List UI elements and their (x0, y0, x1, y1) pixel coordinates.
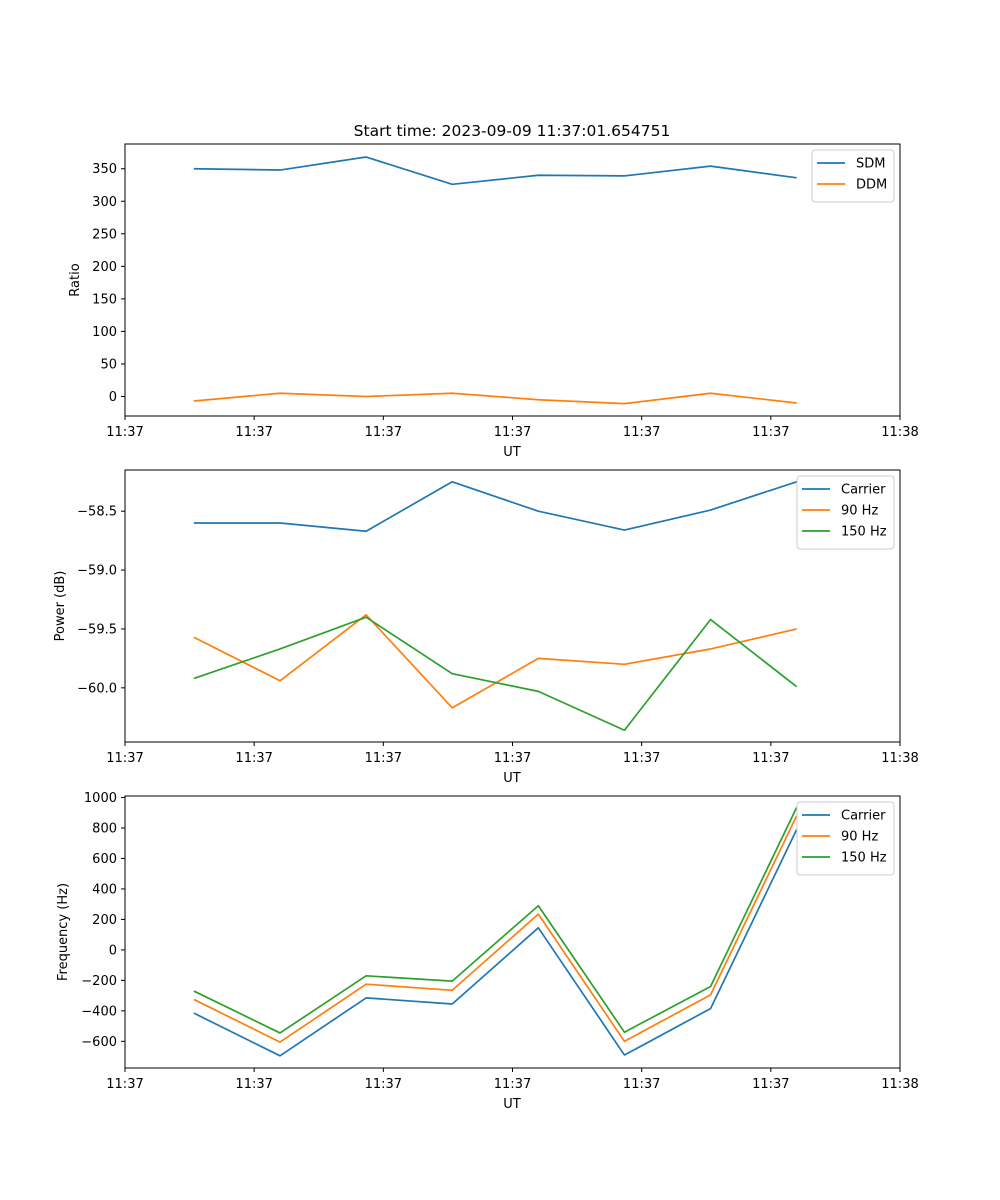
frequency-y-tick-label: −600 (81, 1035, 117, 1050)
power-panel: UT Power (dB) 11:37 11:37 11:37 11:37 11:37 1… (53, 469, 919, 786)
frequency-series-carrier (193, 829, 798, 1057)
ratio-x-tick-label: 11:37 (752, 425, 789, 440)
ratio-y-tick-label: 150 (92, 292, 117, 307)
ratio-y-tick-label: 50 (100, 357, 117, 372)
power-y-tick-label: −60.0 (77, 681, 117, 696)
power-x-tick-label: 11:37 (365, 751, 402, 766)
power-x-tick-label: 11:37 (752, 751, 789, 766)
power-xlabel: UT (503, 771, 521, 786)
power-x-tick-label: 11:38 (881, 751, 918, 766)
frequency-y-tick-label: −400 (81, 1004, 117, 1019)
ratio-legend-label-ddm: DDM (856, 178, 887, 193)
frequency-x-tick-label: 11:37 (235, 1077, 272, 1092)
ratio-y-tick-label: 350 (92, 162, 117, 177)
ratio-y-tick-label: 200 (92, 260, 117, 275)
ratio-series-sdm (193, 156, 797, 186)
frequency-ylabel: Frequency (Hz) (56, 883, 71, 981)
power-series-150-hz (193, 616, 798, 732)
power-x-tick-label: 11:37 (494, 751, 531, 766)
frequency-x-tick-label: 11:37 (365, 1077, 402, 1092)
ratio-xlabel: UT (503, 445, 521, 460)
power-x-tick-label: 11:37 (235, 751, 272, 766)
frequency-panel: UT Frequency (Hz) 11:37 11:37 11:37 11:37 11… (56, 791, 919, 1112)
ratio-y-tick-label: 0 (109, 390, 117, 405)
frequency-x-tick-label: 11:37 (623, 1077, 660, 1092)
frequency-legend-label-90-hz: 90 Hz (841, 830, 878, 845)
ratio-y-tick-label: 300 (92, 195, 117, 210)
ratio-x-tick-label: 11:38 (881, 425, 918, 440)
frequency-plot-frame (124, 795, 901, 1069)
frequency-y-tick-label: 200 (92, 913, 117, 928)
power-legend-label-90-hz: 90 Hz (841, 504, 878, 519)
frequency-legend: Carrier 90 Hz 150 Hz (796, 801, 895, 876)
frequency-x-tick-label: 11:37 (494, 1077, 531, 1092)
power-plot-frame (124, 469, 901, 743)
power-y-tick-label: −58.5 (77, 505, 117, 520)
ratio-x-tick-label: 11:37 (235, 425, 272, 440)
frequency-y-tick-label: −200 (81, 974, 117, 989)
power-legend: Carrier 90 Hz 150 Hz (796, 475, 895, 550)
power-y-tick-label: −59.0 (77, 564, 117, 579)
ratio-panel: UT Ratio 11:37 11:37 11:37 11:37 11:37 11:37 1… (68, 143, 919, 460)
frequency-series-90-hz (193, 815, 798, 1043)
power-x-tick-label: 11:37 (623, 751, 660, 766)
ratio-x-tick-label: 11:37 (494, 425, 531, 440)
power-legend-label-carrier: Carrier (841, 483, 886, 498)
ratio-x-tick-label: 11:37 (106, 425, 143, 440)
power-series-90-hz (193, 613, 797, 709)
power-legend-label-150-hz: 150 Hz (841, 525, 887, 540)
frequency-legend-label-carrier: Carrier (841, 809, 886, 824)
frequency-x-tick-label: 11:38 (881, 1077, 918, 1092)
ratio-series-ddm (193, 392, 797, 405)
frequency-y-tick-label: 800 (92, 822, 117, 837)
frequency-x-tick-label: 11:37 (752, 1077, 789, 1092)
frequency-x-tick-label: 11:37 (106, 1077, 143, 1092)
frequency-legend-label-150-hz: 150 Hz (841, 851, 887, 866)
ratio-legend-label-sdm: SDM (856, 157, 885, 172)
ratio-x-tick-label: 11:37 (623, 425, 660, 440)
ratio-y-tick-label: 100 (92, 325, 117, 340)
frequency-y-tick-label: 400 (92, 882, 117, 897)
frequency-series-150-hz (193, 807, 798, 1034)
ratio-y-tick-label: 250 (92, 227, 117, 242)
frequency-y-tick-label: 1000 (84, 791, 117, 806)
figure-title: Start time: 2023-09-09 11:37:01.654751 (354, 122, 671, 140)
frequency-y-tick-label: 600 (92, 852, 117, 867)
ratio-plot-frame (124, 143, 901, 417)
ratio-x-tick-label: 11:37 (365, 425, 402, 440)
ratio-legend: SDM DDM (811, 149, 895, 203)
power-y-tick-label: −59.5 (77, 622, 117, 637)
frequency-y-tick-label: 0 (109, 943, 117, 958)
power-x-tick-label: 11:37 (106, 751, 143, 766)
power-series-carrier (193, 480, 797, 533)
frequency-xlabel: UT (503, 1097, 521, 1112)
power-ylabel: Power (dB) (53, 571, 68, 642)
ratio-ylabel: Ratio (68, 263, 83, 296)
